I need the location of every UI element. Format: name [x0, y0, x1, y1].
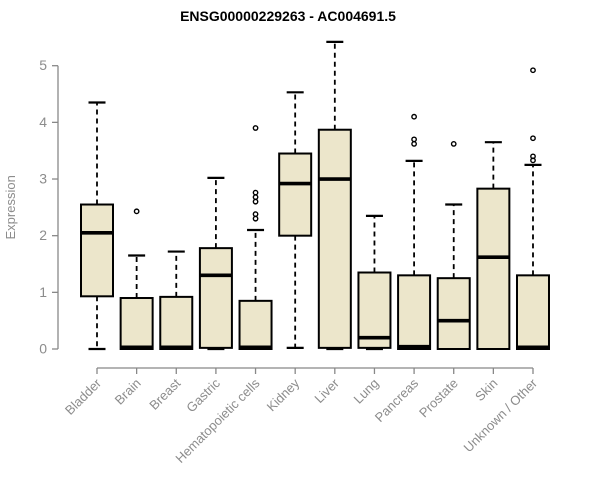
y-tick-label: 2 — [39, 227, 47, 243]
outlier-point — [252, 215, 259, 222]
outlier-point — [530, 153, 536, 160]
outlier-point — [411, 140, 417, 147]
box-group — [397, 113, 432, 351]
box-group — [357, 214, 392, 351]
x-tick-label: Pancreas — [372, 375, 422, 425]
y-tick-label: 0 — [39, 341, 47, 357]
y-axis: 0 1 2 3 4 5 Expression — [3, 57, 59, 357]
outlier-point — [252, 194, 259, 201]
box-group — [238, 125, 273, 350]
y-axis-title: Expression — [3, 175, 18, 239]
box — [238, 299, 273, 350]
y-tick-label: 1 — [39, 284, 47, 300]
box — [278, 152, 313, 237]
outlier-point — [252, 211, 259, 218]
box — [119, 297, 154, 351]
box-group — [476, 141, 511, 350]
box-group — [119, 208, 154, 351]
outlier-point — [252, 189, 259, 196]
y-tick-label: 5 — [39, 57, 47, 73]
x-tick-label: Lung — [351, 376, 382, 407]
box — [159, 295, 194, 351]
box — [357, 271, 392, 349]
outlier-point — [411, 113, 417, 120]
y-tick-label: 3 — [39, 171, 47, 187]
box — [80, 203, 114, 298]
box-group — [159, 250, 194, 351]
x-tick-label: Kidney — [264, 375, 303, 414]
box-group — [198, 176, 233, 351]
outlier-point — [530, 67, 536, 74]
outlier-point — [252, 198, 259, 205]
outlier-point — [133, 208, 140, 215]
box-group — [317, 40, 352, 351]
box — [198, 247, 233, 349]
outlier-point — [450, 140, 457, 147]
box — [397, 274, 432, 351]
x-tick-label: Liver — [311, 375, 342, 406]
outlier-point — [411, 136, 417, 143]
box — [436, 277, 471, 350]
x-tick-label: Skin — [472, 376, 500, 404]
x-tick-label: Unknown / Other — [461, 375, 541, 455]
box-group — [80, 101, 114, 351]
box-group — [436, 140, 471, 350]
y-tick-label: 4 — [39, 114, 47, 130]
x-tick-label: Bladder — [62, 375, 105, 418]
outlier-point — [252, 125, 259, 131]
x-tick-label: Brain — [112, 376, 144, 408]
x-tick-label: Prostate — [416, 376, 461, 421]
box — [515, 274, 550, 351]
outlier-point — [530, 135, 536, 142]
box-group — [515, 67, 550, 351]
x-tick-label: Breast — [146, 375, 183, 412]
box — [317, 128, 352, 349]
box-group — [278, 91, 313, 349]
box — [476, 187, 511, 350]
boxplot-boxes — [80, 40, 550, 351]
chart-title: ENSG00000229263 - AC004691.5 — [180, 8, 396, 24]
